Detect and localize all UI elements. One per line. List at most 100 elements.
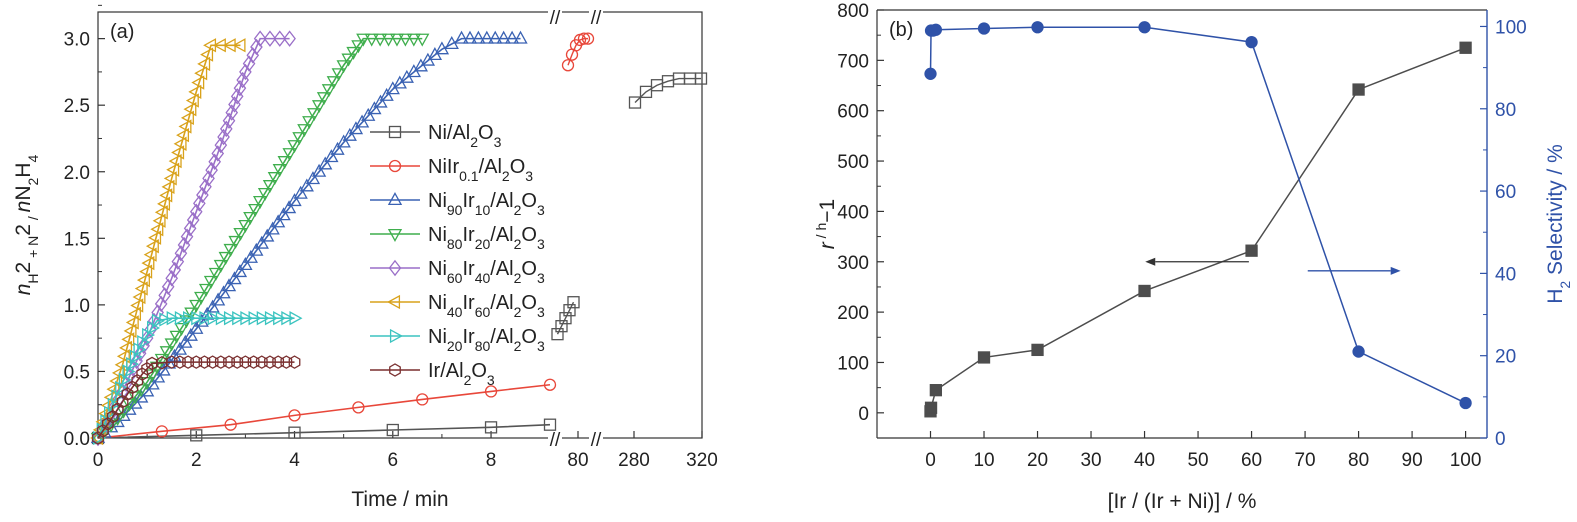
point-a-6-29 [264, 311, 278, 326]
point-a-5-37 [178, 119, 192, 134]
point-a-2-47 [361, 107, 376, 121]
point-b-0-2 [929, 384, 943, 397]
axis-arrows-b [1145, 257, 1401, 275]
series-b-1 [924, 21, 1472, 410]
point-a-3-39 [292, 132, 307, 146]
point-a-6-27 [248, 311, 262, 326]
x-tick-label-b-4: 40 [1134, 450, 1155, 471]
break-mark-bottom-1: // [591, 430, 602, 451]
legend-marker-a-4 [388, 259, 402, 277]
legend-label-a-2: Ni90Ir10/Al2O3 [428, 190, 545, 218]
point-a-2-15 [178, 334, 193, 348]
y2-axis-title-b: H2 Selectivity / % [1544, 144, 1573, 304]
point-a-3-51 [351, 40, 366, 54]
point-a-7-15 [182, 355, 194, 369]
x-tick-label-b-5: 50 [1187, 450, 1208, 471]
point-a-5-36 [176, 127, 190, 143]
late-point-a-0-0-4 [567, 296, 580, 309]
y-tick-label-b-4: 400 [837, 202, 869, 223]
legend-label-a-6: Ni20Ir80/Al2O3 [428, 326, 545, 354]
point-a-0-5 [543, 418, 557, 431]
chart-b: 0 100 200 300 400 500 600 700 800 0 20 40 60 80 100 0 10… [813, 1, 1573, 513]
point-a-3-24 [218, 251, 233, 265]
series-line-a-6 [97, 317, 295, 439]
point-a-1-3 [288, 409, 301, 422]
point-a-5-39 [183, 102, 197, 117]
point-a-3-58 [406, 33, 421, 47]
point-a-2-26 [238, 256, 253, 270]
point-b-0-4 [1031, 343, 1044, 357]
y2-tick-label-b-0: 0 [1495, 429, 1506, 450]
point-a-6-32 [289, 311, 303, 326]
point-a-2-61 [462, 30, 478, 44]
series-line-b-0 [929, 47, 1466, 412]
point-a-6-22 [207, 311, 221, 326]
point-a-5-14 [125, 315, 139, 330]
legend-label-a-4: Ni60Ir40/Al2O3 [428, 258, 545, 286]
late-point-a-1-0-0 [561, 59, 575, 72]
late-point-a-0-0-1 [555, 320, 568, 333]
point-a-1-7 [543, 378, 557, 391]
point-a-3-52 [356, 33, 371, 47]
y-tick-label-a-1: 0.5 [64, 362, 90, 383]
point-a-6-20 [191, 311, 205, 326]
point-a-2-49 [373, 94, 388, 108]
point-a-2-23 [221, 278, 237, 292]
point-b-1-0 [924, 67, 937, 80]
late-point-a-0-1-1 [639, 85, 653, 99]
point-a-5-12 [121, 332, 135, 347]
point-a-4-49 [253, 30, 267, 47]
point-a-2-33 [276, 207, 291, 221]
point-a-2-22 [216, 285, 231, 299]
point-a-5-8 [111, 365, 125, 381]
point-a-3-12 [159, 346, 174, 360]
point-a-3-33 [262, 180, 278, 194]
point-a-5-43 [194, 66, 208, 81]
point-a-2-66 [504, 30, 520, 44]
point-a-4-10 [130, 352, 143, 370]
point-b-1-6 [1138, 21, 1151, 34]
point-a-2-50 [379, 87, 394, 101]
x-tick-label-b-0: 0 [925, 450, 936, 471]
series-a-5 [90, 38, 246, 446]
y-tick-label-b-3: 300 [837, 253, 869, 274]
point-b-0-6 [1245, 244, 1258, 257]
point-a-7-26 [272, 355, 285, 369]
point-a-2-31 [265, 221, 280, 235]
series-a-6 [92, 311, 303, 446]
point-b-1-8 [1352, 345, 1365, 358]
y2-tick-label-b-1: 20 [1495, 347, 1516, 368]
series-a-3 [90, 33, 430, 446]
point-a-4-48 [250, 38, 263, 56]
point-a-6-23 [215, 311, 229, 326]
point-a-7-25 [264, 355, 276, 369]
point-a-2-36 [293, 185, 308, 199]
point-a-2-58 [434, 41, 450, 55]
point-a-3-46 [326, 76, 341, 90]
x-tick-label-b-10: 100 [1450, 450, 1482, 471]
x-tick-label-a-1: 2 [191, 450, 202, 471]
point-a-7-23 [247, 355, 260, 369]
point-a-7-14 [173, 355, 186, 369]
break-mark-top-0: // [550, 8, 561, 29]
point-a-5-22 [143, 247, 157, 262]
point-a-3-27 [233, 227, 248, 241]
series-a-0 [91, 72, 708, 445]
point-a-7-19 [214, 355, 227, 369]
point-a-3-47 [331, 68, 346, 82]
point-a-5-26 [152, 213, 166, 228]
point-a-2-48 [367, 101, 382, 115]
point-a-4-47 [246, 47, 260, 64]
point-a-2-29 [254, 235, 269, 249]
point-a-2-43 [336, 134, 351, 148]
point-a-2-24 [227, 271, 242, 285]
point-a-6-10 [129, 349, 143, 364]
y-tick-label-b-5: 500 [837, 152, 869, 173]
legend-label-a-0: Ni/Al2O3 [428, 122, 502, 150]
y-tick-label-b-1: 100 [837, 353, 869, 374]
series-line-a-7 [97, 361, 295, 439]
point-b-0-7 [1352, 83, 1365, 96]
legend-label-a-1: NiIr0.1/Al2O3 [428, 156, 533, 184]
x-tick-label-a-4: 8 [486, 450, 497, 471]
point-a-3-26 [228, 235, 243, 249]
